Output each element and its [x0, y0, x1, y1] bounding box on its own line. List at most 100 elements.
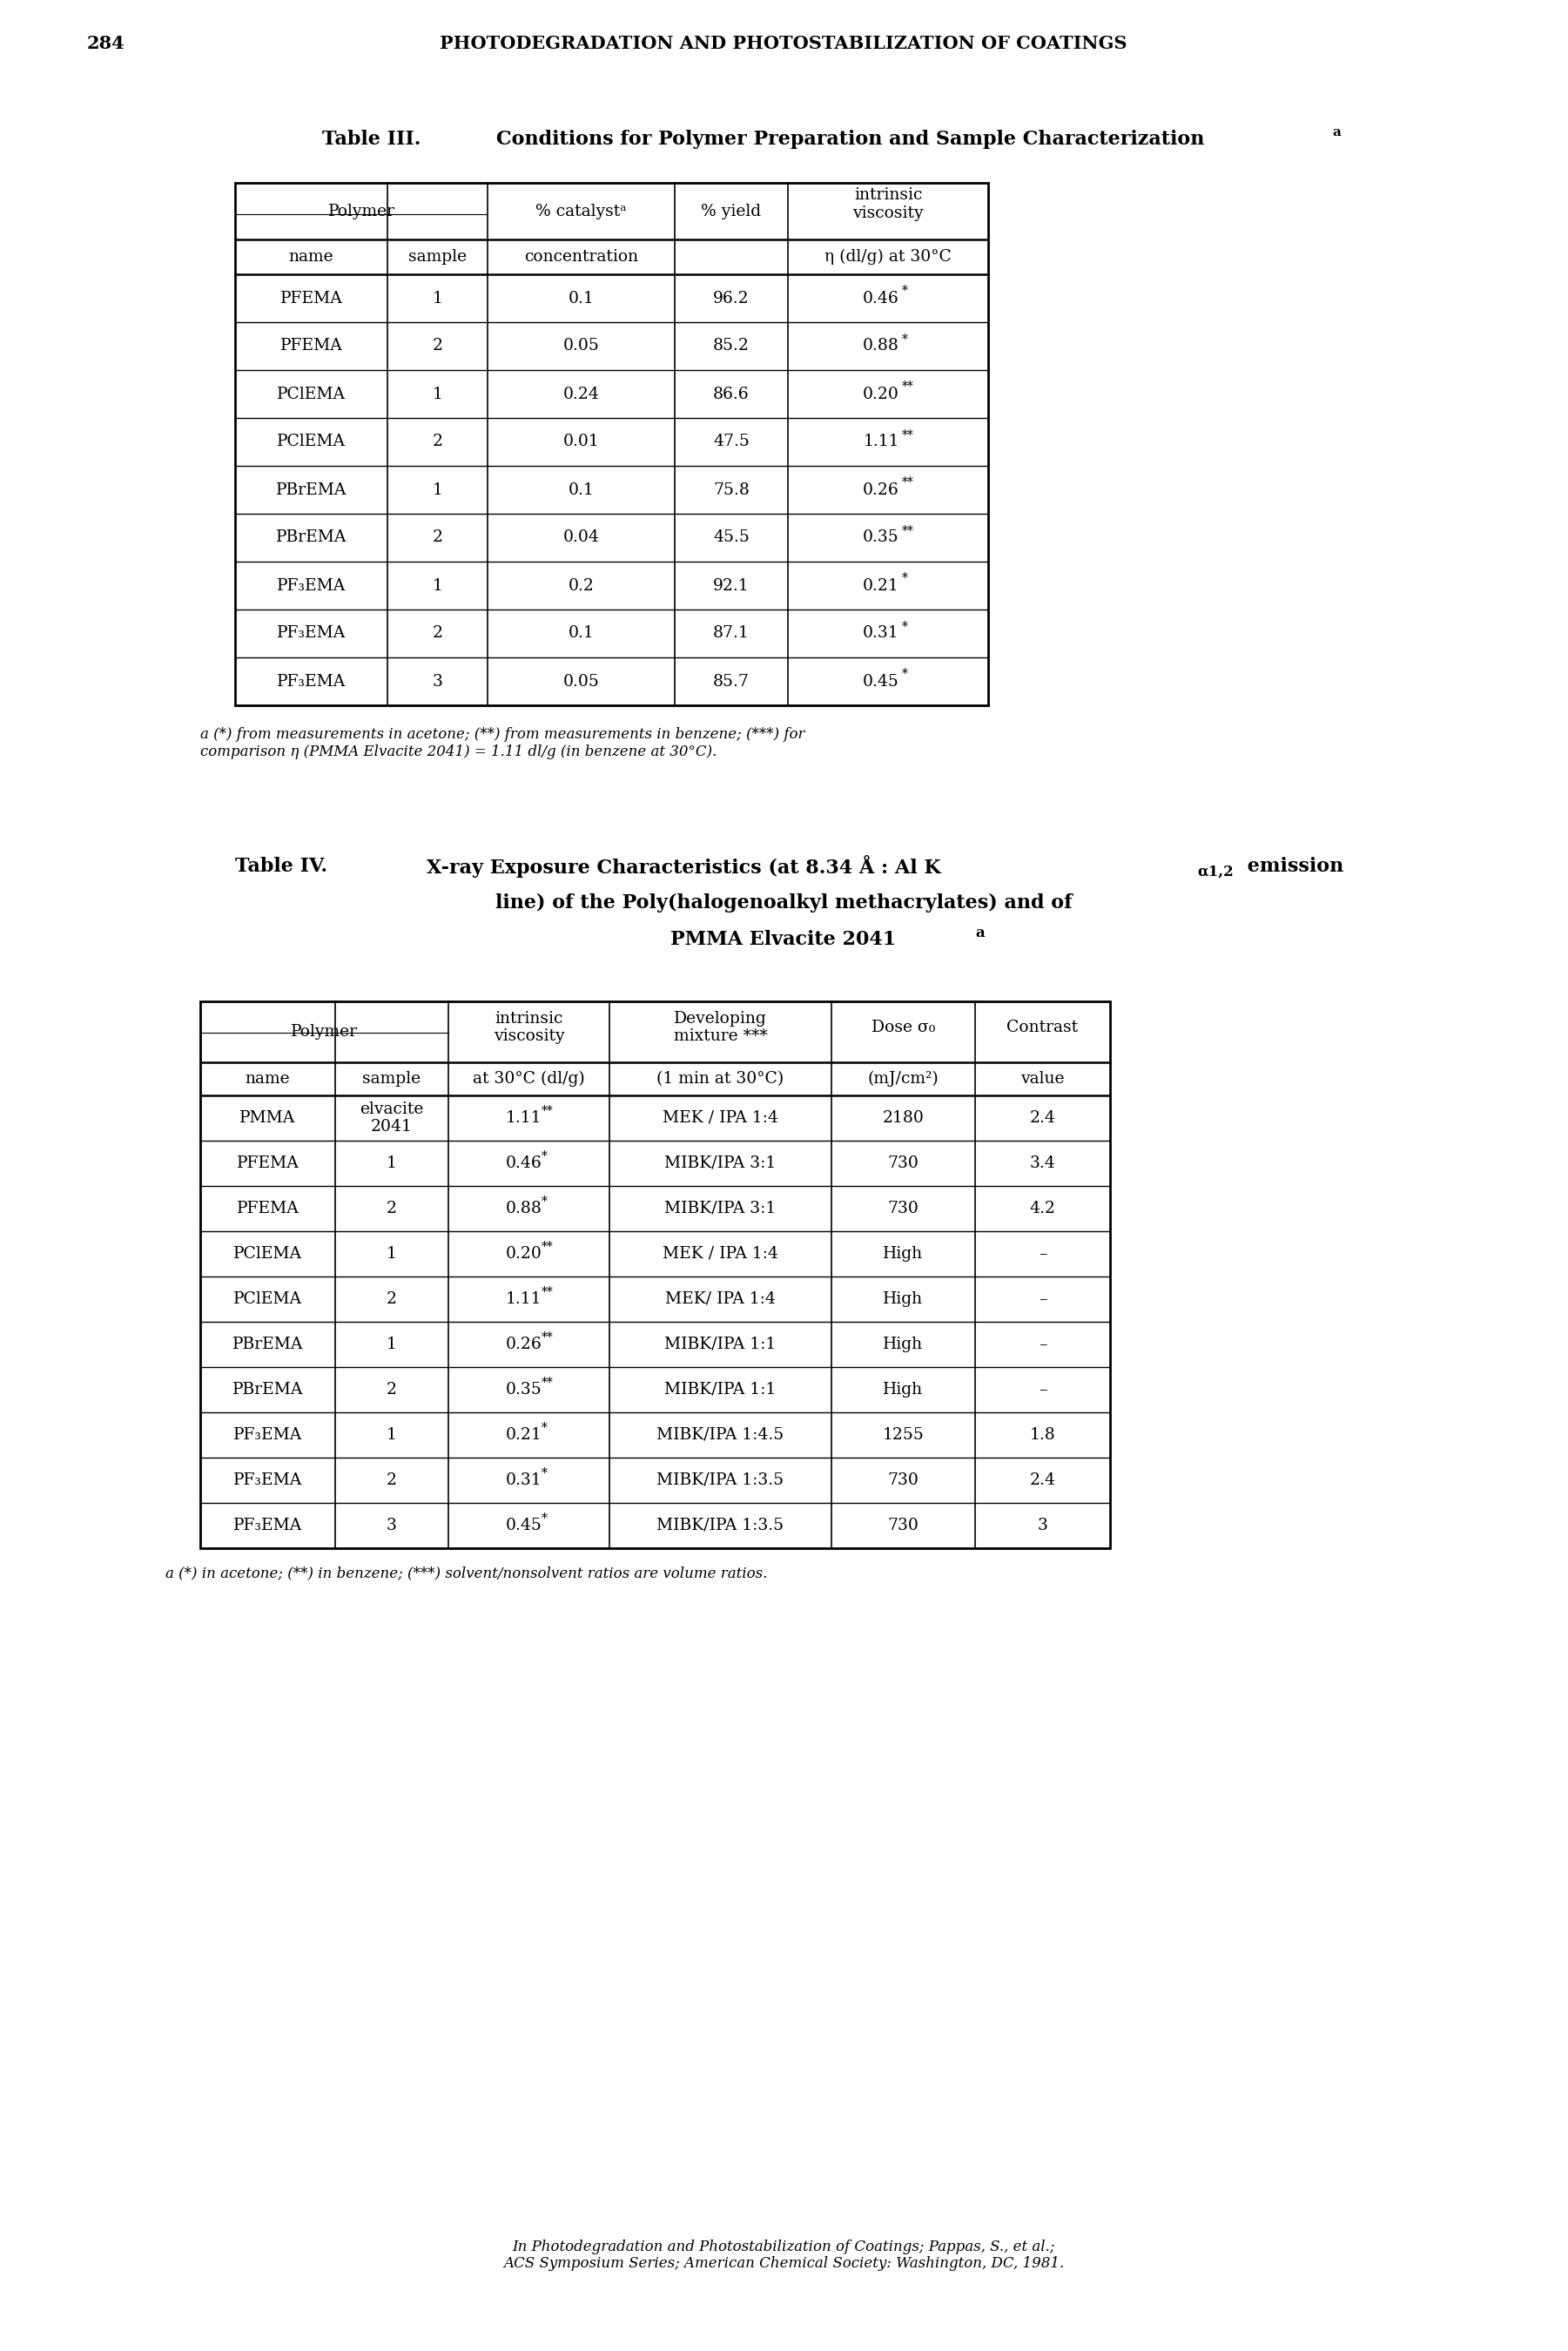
- Text: MIBK/IPA 1:1: MIBK/IPA 1:1: [665, 1338, 776, 1352]
- Text: 2: 2: [387, 1472, 397, 1488]
- Text: 1: 1: [387, 1338, 397, 1352]
- Text: 3.4: 3.4: [1030, 1154, 1055, 1171]
- Text: sample: sample: [408, 249, 467, 266]
- Text: 0.1: 0.1: [568, 482, 594, 498]
- Text: Developing
mixture ***: Developing mixture ***: [674, 1011, 767, 1044]
- Text: 0.35: 0.35: [505, 1382, 543, 1396]
- Text: 1.11: 1.11: [505, 1110, 543, 1126]
- Text: 0.04: 0.04: [563, 529, 599, 545]
- Bar: [235, 183, 988, 705]
- Text: 0.35: 0.35: [862, 529, 900, 545]
- Text: 1.11: 1.11: [862, 435, 898, 449]
- Text: 3: 3: [433, 672, 442, 689]
- Text: 1: 1: [433, 482, 442, 498]
- Text: 2: 2: [387, 1201, 397, 1215]
- Text: 730: 730: [887, 1201, 919, 1215]
- Text: PClEMA: PClEMA: [234, 1291, 303, 1307]
- Text: 1.8: 1.8: [1030, 1427, 1055, 1444]
- Text: PBrEMA: PBrEMA: [232, 1338, 303, 1352]
- Text: sample: sample: [362, 1072, 420, 1086]
- Text: **: **: [541, 1105, 554, 1117]
- Text: a: a: [1333, 127, 1341, 139]
- Text: 47.5: 47.5: [713, 435, 750, 449]
- Text: 1: 1: [433, 292, 442, 306]
- Text: 0.1: 0.1: [568, 625, 594, 642]
- Text: –: –: [1038, 1338, 1047, 1352]
- Text: name: name: [245, 1072, 290, 1086]
- Text: Conditions for Polymer Preparation and Sample Characterization: Conditions for Polymer Preparation and S…: [495, 129, 1204, 148]
- Text: 0.31: 0.31: [862, 625, 898, 642]
- Text: line) of the Poly(halogenoalkyl methacrylates) and of: line) of the Poly(halogenoalkyl methacry…: [495, 893, 1073, 912]
- Text: **: **: [541, 1241, 554, 1253]
- Text: **: **: [541, 1378, 554, 1389]
- Text: 0.24: 0.24: [563, 386, 599, 402]
- Text: 0.26: 0.26: [505, 1338, 543, 1352]
- Text: *: *: [541, 1422, 547, 1434]
- Text: MEK/ IPA 1:4: MEK/ IPA 1:4: [665, 1291, 776, 1307]
- Text: 730: 730: [887, 1472, 919, 1488]
- Text: MIBK/IPA 1:3.5: MIBK/IPA 1:3.5: [657, 1519, 784, 1533]
- Text: 2: 2: [433, 339, 442, 355]
- Text: *: *: [541, 1512, 547, 1526]
- Text: value: value: [1021, 1072, 1065, 1086]
- Text: *: *: [541, 1467, 547, 1479]
- Text: 2: 2: [387, 1291, 397, 1307]
- Text: PF₃EMA: PF₃EMA: [276, 625, 347, 642]
- Text: *: *: [902, 574, 908, 585]
- Text: 0.21: 0.21: [862, 578, 900, 592]
- Text: MIBK/IPA 1:3.5: MIBK/IPA 1:3.5: [657, 1472, 784, 1488]
- Text: MEK / IPA 1:4: MEK / IPA 1:4: [663, 1110, 778, 1126]
- Text: a (*) from measurements in acetone; (**) from measurements in benzene; (***) for: a (*) from measurements in acetone; (**)…: [201, 726, 804, 759]
- Text: a (*) in acetone; (**) in benzene; (***) solvent/nonsolvent ratios are volume ra: a (*) in acetone; (**) in benzene; (***)…: [165, 1566, 767, 1580]
- Text: 1.11: 1.11: [505, 1291, 543, 1307]
- Text: 4.2: 4.2: [1030, 1201, 1055, 1215]
- Text: –: –: [1038, 1246, 1047, 1262]
- Text: PF₃EMA: PF₃EMA: [234, 1519, 303, 1533]
- Text: MIBK/IPA 3:1: MIBK/IPA 3:1: [665, 1201, 776, 1215]
- Text: 0.88: 0.88: [862, 339, 900, 355]
- Text: 1: 1: [387, 1246, 397, 1262]
- Text: PFEMA: PFEMA: [281, 292, 342, 306]
- Text: emission: emission: [1240, 856, 1344, 877]
- Text: 2: 2: [387, 1382, 397, 1396]
- Text: High: High: [883, 1338, 924, 1352]
- Text: MIBK/IPA 1:1: MIBK/IPA 1:1: [665, 1382, 776, 1396]
- Text: 0.05: 0.05: [563, 339, 599, 355]
- Text: 1255: 1255: [883, 1427, 924, 1444]
- Text: 0.46: 0.46: [505, 1154, 543, 1171]
- Text: α1,2: α1,2: [1196, 865, 1234, 879]
- Text: (mJ/cm²): (mJ/cm²): [867, 1072, 939, 1086]
- Text: Contrast: Contrast: [1007, 1020, 1079, 1034]
- Text: 87.1: 87.1: [713, 625, 750, 642]
- Text: **: **: [541, 1286, 554, 1298]
- Text: 2: 2: [433, 435, 442, 449]
- Text: (1 min at 30°C): (1 min at 30°C): [657, 1072, 784, 1086]
- Text: 2180: 2180: [883, 1110, 924, 1126]
- Text: PBrEMA: PBrEMA: [276, 529, 347, 545]
- Text: 0.46: 0.46: [862, 292, 900, 306]
- Text: a: a: [975, 926, 985, 940]
- Text: MIBK/IPA 3:1: MIBK/IPA 3:1: [665, 1154, 776, 1171]
- Text: *: *: [902, 668, 908, 679]
- Text: *: *: [541, 1150, 547, 1161]
- Text: 0.01: 0.01: [563, 435, 599, 449]
- Text: 0.45: 0.45: [505, 1519, 543, 1533]
- Text: 2.4: 2.4: [1030, 1110, 1055, 1126]
- Text: *: *: [541, 1197, 547, 1208]
- Text: 0.1: 0.1: [568, 292, 594, 306]
- Text: 2: 2: [433, 625, 442, 642]
- Text: X-ray Exposure Characteristics (at 8.34 Å : Al K: X-ray Exposure Characteristics (at 8.34 …: [426, 856, 941, 877]
- Text: PFEMA: PFEMA: [237, 1201, 299, 1215]
- Text: PFEMA: PFEMA: [237, 1154, 299, 1171]
- Text: PF₃EMA: PF₃EMA: [276, 672, 347, 689]
- Text: PClEMA: PClEMA: [234, 1246, 303, 1262]
- Text: 45.5: 45.5: [713, 529, 750, 545]
- Text: PF₃EMA: PF₃EMA: [276, 578, 347, 592]
- Text: 0.20: 0.20: [505, 1246, 543, 1262]
- Text: –: –: [1038, 1382, 1047, 1396]
- Text: 96.2: 96.2: [713, 292, 750, 306]
- Text: PHOTODEGRADATION AND PHOTOSTABILIZATION OF COATINGS: PHOTODEGRADATION AND PHOTOSTABILIZATION …: [441, 35, 1127, 52]
- Text: 75.8: 75.8: [713, 482, 750, 498]
- Text: 730: 730: [887, 1519, 919, 1533]
- Text: 1: 1: [387, 1154, 397, 1171]
